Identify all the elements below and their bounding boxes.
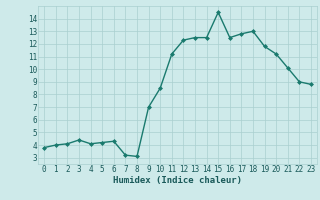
X-axis label: Humidex (Indice chaleur): Humidex (Indice chaleur) xyxy=(113,176,242,185)
